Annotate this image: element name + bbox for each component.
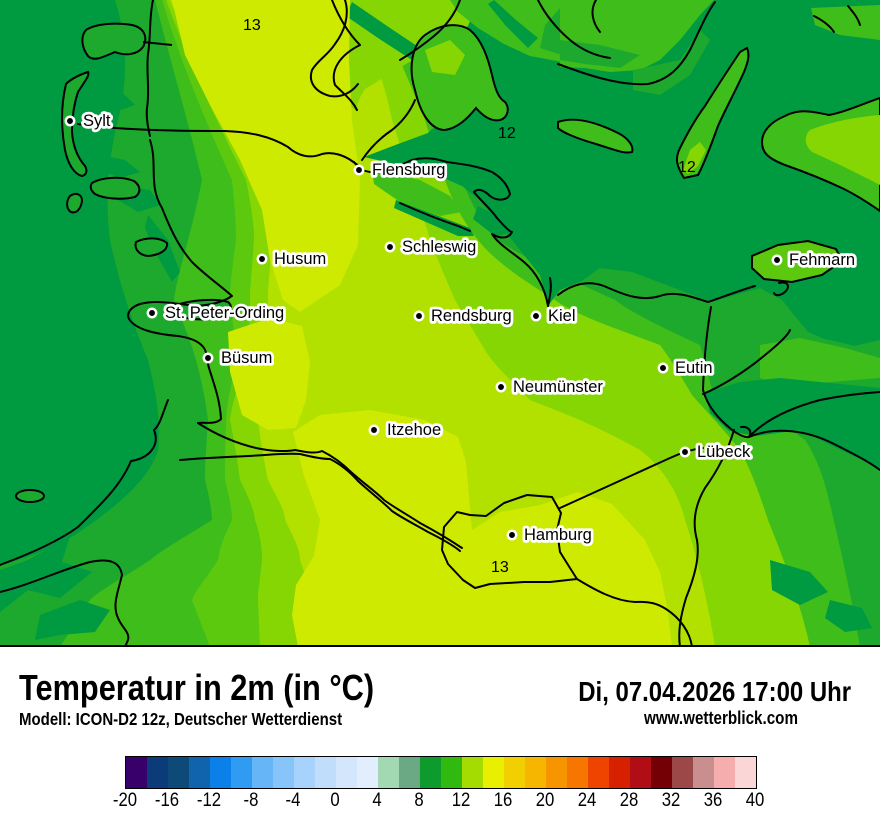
- svg-text:13: 13: [243, 17, 261, 34]
- svg-text:12: 12: [498, 125, 516, 142]
- svg-text:Büsum: Büsum: [221, 349, 272, 367]
- svg-text:Rendsburg: Rendsburg: [431, 307, 512, 325]
- svg-text:Sylt: Sylt: [83, 112, 111, 130]
- svg-text:St. Peter-Ording: St. Peter-Ording: [165, 304, 284, 322]
- svg-text:Itzehoe: Itzehoe: [387, 421, 441, 439]
- svg-text:Flensburg: Flensburg: [372, 161, 445, 179]
- svg-text:Lübeck: Lübeck: [697, 443, 751, 461]
- svg-text:13: 13: [491, 559, 509, 576]
- svg-text:Hamburg: Hamburg: [524, 526, 592, 544]
- svg-text:Eutin: Eutin: [675, 359, 713, 377]
- svg-text:Kiel: Kiel: [548, 307, 576, 325]
- svg-text:Schleswig: Schleswig: [402, 238, 476, 256]
- svg-text:Fehmarn: Fehmarn: [789, 251, 855, 269]
- svg-text:Husum: Husum: [274, 250, 326, 268]
- svg-text:Neumünster: Neumünster: [513, 378, 603, 396]
- svg-text:12: 12: [678, 159, 696, 176]
